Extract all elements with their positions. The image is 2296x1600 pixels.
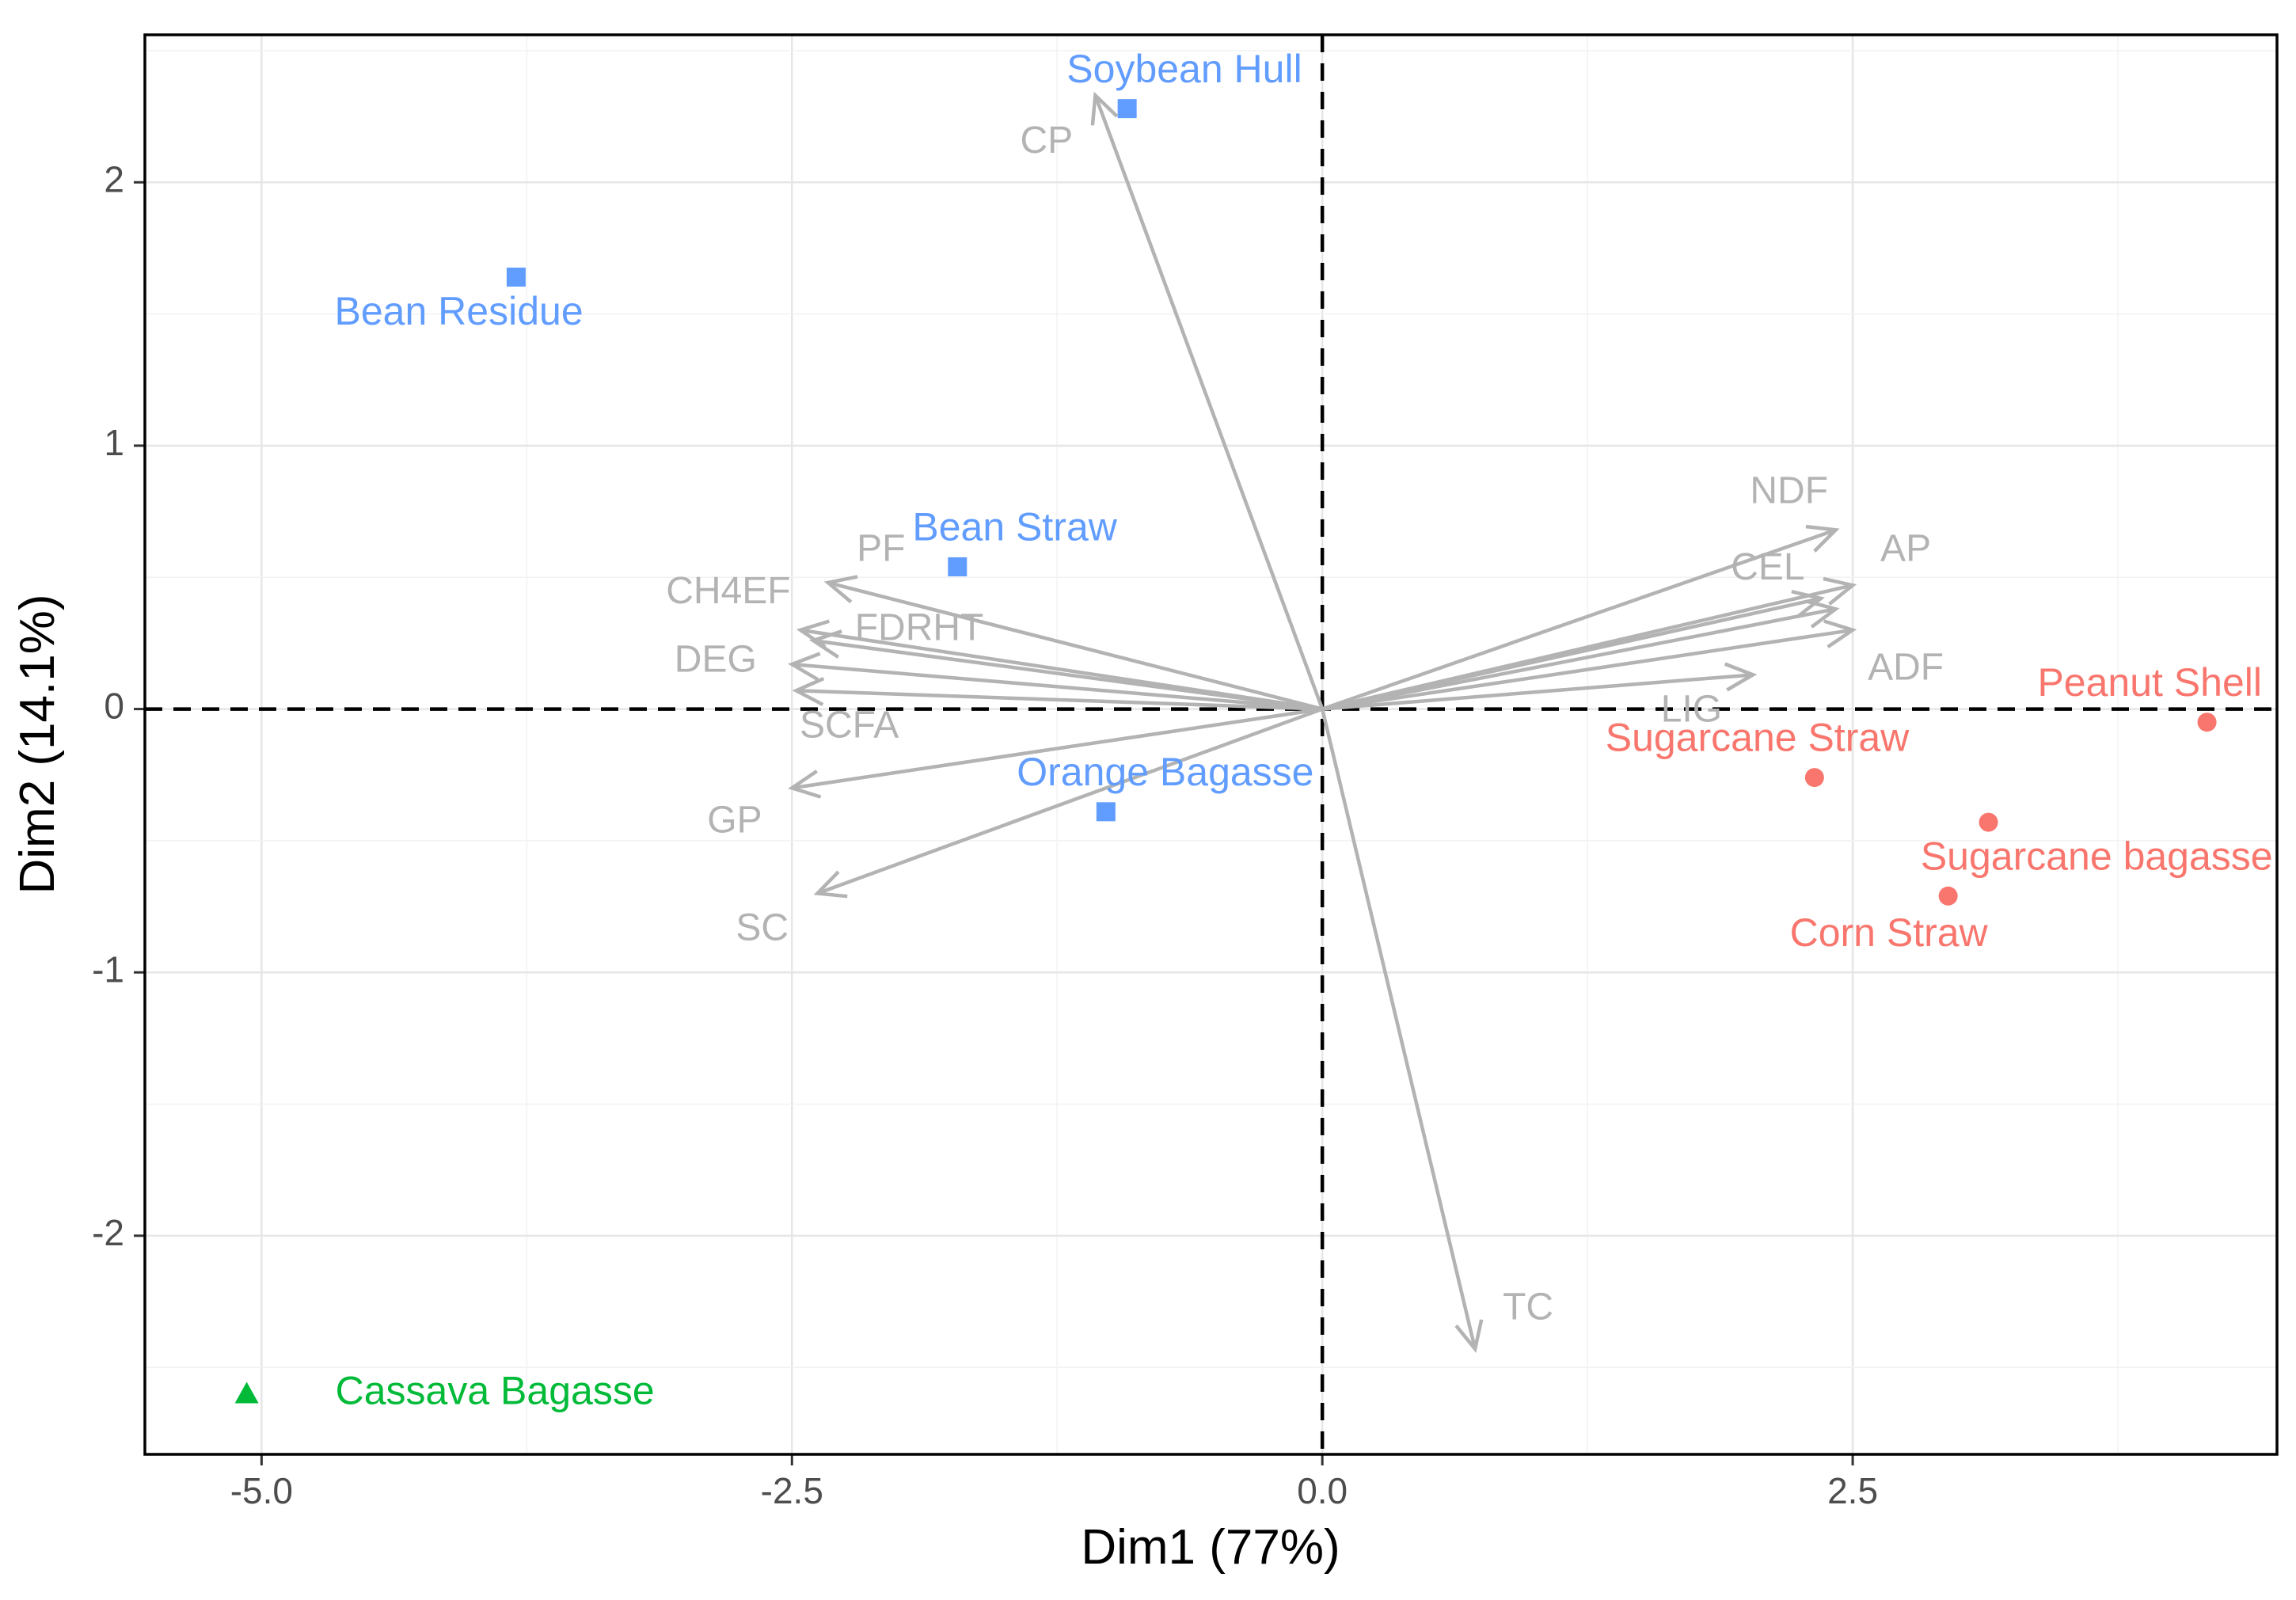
vector-label-scfa: SCFA — [800, 705, 899, 747]
y-tick-label: 1 — [104, 422, 124, 463]
vector-label-deg: DEG — [675, 638, 757, 680]
point-bean-residue — [506, 268, 526, 287]
vector-arrowhead-deg — [788, 652, 821, 682]
point-label-bean-residue: Bean Residue — [335, 289, 584, 333]
vector-label-fdrht: FDRHT — [855, 606, 984, 648]
y-tick-label: 2 — [104, 158, 124, 200]
point-soybean-hull — [1117, 99, 1137, 119]
vector-cp — [1093, 94, 1325, 710]
x-tick-label: -2.5 — [761, 1470, 823, 1511]
vector-arrowhead-lig — [1724, 662, 1758, 692]
axis-ticks: -5.0 -2.5 0.0 2.5 -2 -1 0 1 2 — [92, 158, 1878, 1511]
vector-label-ch4ef: CH4EF — [666, 570, 790, 612]
vector-scfa — [796, 689, 1323, 711]
vector-arrowhead-pf — [823, 575, 858, 604]
vector-label-ndf: NDF — [1750, 469, 1828, 511]
vector-ndf — [1321, 528, 1837, 711]
point-label-sugarcane-straw: Sugarcane Straw — [1606, 716, 1910, 760]
vector-lig — [1322, 673, 1754, 711]
point-label-corn-straw: Corn Straw — [1790, 910, 1989, 955]
point-peanut-shell — [2197, 713, 2217, 732]
vector-tc — [1320, 709, 1477, 1350]
y-tick-label: -1 — [92, 948, 124, 990]
point-corn-straw — [1938, 886, 1958, 906]
y-tick-label: -2 — [92, 1212, 124, 1253]
point-cassava-bagasse — [234, 1381, 259, 1404]
vector-arrowhead-tc — [1454, 1319, 1484, 1353]
point-sugarcane-straw — [1804, 768, 1824, 788]
vector-pf — [827, 580, 1323, 711]
vector-label-ap: AP — [1880, 528, 1931, 570]
vector-label-adf: ADF — [1868, 646, 1944, 688]
vector-unlabeled — [1321, 606, 1837, 711]
vector-label-cp: CP — [1020, 120, 1073, 162]
point-label-cassava-bagasse: Cassava Bagasse — [336, 1369, 655, 1413]
vector-arrowhead-scfa — [792, 676, 825, 706]
point-orange-bagasse — [1096, 802, 1116, 822]
vector-label-tc: TC — [1503, 1286, 1553, 1328]
vector-label-pf: PF — [857, 528, 905, 570]
x-axis-title: Dim1 (77%) — [1081, 1520, 1340, 1575]
point-label-orange-bagasse: Orange Bagasse — [1017, 750, 1313, 794]
vector-sc — [816, 707, 1323, 895]
vector-arrowhead-cel — [1791, 590, 1825, 619]
point-label-soybean-hull: Soybean Hull — [1066, 47, 1302, 91]
vector-gp — [791, 707, 1323, 790]
vector-arrowhead-ap — [1823, 576, 1857, 606]
zero-reference-lines — [145, 35, 2277, 1454]
point-label-sugarcane-bagasse: Sugarcane bagasse — [1921, 834, 2273, 878]
vector-arrowhead-sc — [813, 870, 848, 899]
vector-arrowhead-fdrht — [808, 629, 842, 659]
grid-lines — [145, 35, 2277, 1454]
vector-arrowhead-unlabeled — [1806, 599, 1840, 629]
x-tick-label: 0.0 — [1297, 1470, 1348, 1511]
point-label-bean-straw: Bean Straw — [912, 505, 1117, 549]
vector-label-lig: LIG — [1661, 689, 1722, 731]
x-tick-label: -5.0 — [230, 1470, 293, 1511]
vector-arrowhead-cp — [1090, 91, 1119, 126]
x-tick-label: 2.5 — [1827, 1470, 1878, 1511]
vector-adf — [1321, 628, 1853, 711]
vector-arrowhead-gp — [788, 770, 822, 799]
observation-points: Soybean Hull Bean Residue Bean Straw Orange… — [234, 47, 2273, 1413]
vector-fdrht — [812, 638, 1323, 711]
vector-label-cel: CEL — [1731, 546, 1804, 588]
y-axis-title: Dim2 (14.1%) — [10, 595, 65, 895]
variable-vectors: CP PF CH4EF FDRHT DEG SCFA GP SC TC NDF CEL AP ADF LI… — [666, 91, 1944, 1353]
vector-deg — [792, 662, 1323, 711]
vector-label-gp: GP — [707, 799, 762, 841]
point-sugarcane-bagasse — [1979, 812, 1998, 832]
vector-arrowhead-ndf — [1805, 524, 1840, 553]
vector-label-sc: SC — [736, 907, 789, 949]
point-label-peanut-shell: Peanut Shell — [2037, 660, 2262, 705]
point-bean-straw — [948, 557, 967, 576]
vector-ap — [1321, 583, 1853, 711]
y-tick-label: 0 — [104, 686, 124, 727]
vector-arrowhead-adf — [1823, 619, 1857, 649]
plot-panel-border — [143, 33, 2279, 1456]
